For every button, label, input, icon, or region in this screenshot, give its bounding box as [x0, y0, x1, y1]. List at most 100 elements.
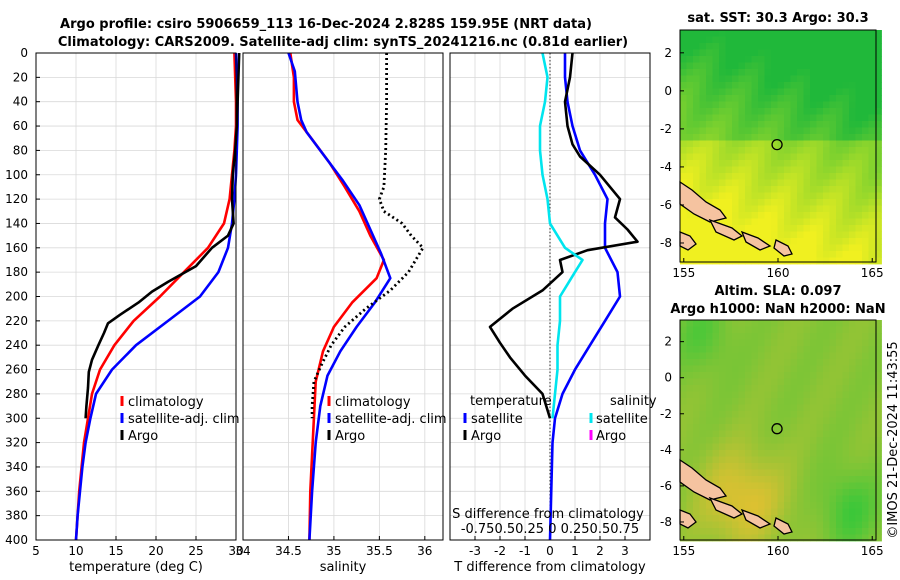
heatmap-cell	[829, 212, 837, 219]
heatmap-cell	[823, 43, 830, 50]
heatmap-cell	[751, 489, 759, 496]
heatmap-cell	[732, 127, 739, 135]
heatmap-cell	[680, 391, 687, 399]
heatmap-cell	[712, 359, 720, 366]
heatmap-cell	[829, 502, 837, 509]
heatmap-cell	[803, 140, 811, 148]
heatmap-cell	[797, 244, 804, 252]
sla-map-title-line1: Altim. SLA: 0.097	[715, 284, 842, 299]
heatmap-cell	[686, 114, 694, 122]
heatmap-cell	[803, 88, 811, 96]
heatmap-cell	[816, 108, 824, 115]
heatmap-cell	[836, 411, 843, 418]
heatmap-cell	[738, 456, 746, 464]
heatmap-cell	[797, 339, 804, 347]
heatmap-cell	[693, 346, 700, 353]
heatmap-cell	[738, 225, 746, 232]
heatmap-cell	[732, 424, 739, 431]
heatmap-cell	[771, 121, 778, 128]
heatmap-cell	[777, 251, 785, 258]
heatmap-cell	[693, 69, 700, 76]
heatmap-cell	[719, 56, 726, 63]
heatmap-cell	[849, 231, 856, 239]
series-temperature-argo	[488, 52, 639, 419]
heatmap-cell	[855, 49, 863, 57]
heatmap-cell	[745, 482, 752, 490]
heatmap-cell	[699, 411, 707, 418]
heatmap-cell	[712, 244, 720, 252]
heatmap-cell	[706, 95, 713, 102]
heatmap-cell	[693, 140, 700, 148]
heatmap-cell	[699, 69, 707, 76]
heatmap-cell	[706, 534, 713, 542]
heatmap-cell	[797, 437, 804, 444]
heatmap-cell	[803, 205, 811, 213]
heatmap-cell	[712, 398, 720, 405]
heatmap-cell	[686, 134, 694, 141]
heatmap-cell	[855, 528, 863, 535]
heatmap-cell	[810, 134, 817, 141]
heatmap-cell	[868, 75, 876, 83]
heatmap-cell	[719, 424, 726, 431]
heatmap-cell	[706, 437, 713, 444]
heatmap-cell	[706, 385, 713, 392]
heatmap-cell	[868, 495, 876, 503]
heatmap-cell	[745, 398, 752, 405]
heatmap-cell	[836, 205, 843, 213]
heatmap-cell	[862, 56, 869, 63]
heatmap-cell	[680, 456, 687, 464]
heatmap-cell	[699, 56, 707, 63]
heatmap-cell	[816, 121, 824, 128]
heatmap-cell	[706, 140, 713, 148]
heatmap-cell	[751, 192, 759, 200]
heatmap-cell	[771, 95, 778, 102]
heatmap-cell	[693, 378, 700, 386]
heatmap-cell	[777, 160, 785, 167]
heatmap-cell	[836, 186, 843, 193]
heatmap-cell	[875, 359, 882, 366]
heatmap-cell	[875, 238, 882, 245]
heatmap-cell	[862, 469, 869, 477]
heatmap-cell	[771, 326, 778, 334]
heatmap-cell	[875, 43, 882, 50]
heatmap-cell	[836, 508, 843, 516]
heatmap-cell	[784, 121, 791, 128]
heatmap-cell	[797, 69, 804, 76]
y-tick-label: 0	[664, 371, 672, 385]
heatmap-cell	[855, 404, 863, 412]
heatmap-cell	[751, 534, 759, 542]
heatmap-cell	[862, 489, 869, 496]
heatmap-cell	[758, 192, 765, 200]
heatmap-cell	[797, 346, 804, 353]
heatmap-cell	[823, 508, 830, 516]
heatmap-cell	[706, 49, 713, 57]
heatmap-cell	[764, 173, 772, 180]
heatmap-cell	[738, 49, 746, 57]
heatmap-cell	[875, 339, 882, 347]
heatmap-cell	[810, 430, 817, 438]
heatmap-cell	[686, 140, 694, 148]
heatmap-cell	[686, 88, 694, 96]
heatmap-cell	[725, 218, 733, 226]
heatmap-cell	[829, 404, 837, 412]
heatmap-cell	[803, 75, 811, 83]
heatmap-cell	[855, 127, 863, 135]
heatmap-cell	[855, 173, 863, 180]
heatmap-cell	[790, 218, 798, 226]
heatmap-cell	[849, 147, 856, 154]
heatmap-cell	[712, 508, 720, 516]
heatmap-cell	[862, 495, 869, 503]
x-tick-label: 34	[235, 544, 250, 558]
heatmap-cell	[875, 212, 882, 219]
x-tick-label: 160	[767, 544, 790, 558]
heatmap-cell	[810, 528, 817, 535]
heatmap-cell	[719, 62, 726, 70]
heatmap-cell	[686, 30, 694, 37]
heatmap-cell	[719, 437, 726, 444]
heatmap-cell	[771, 108, 778, 115]
heatmap-cell	[738, 495, 746, 503]
heatmap-cell	[784, 450, 791, 457]
heatmap-cell	[699, 101, 707, 109]
heatmap-cell	[680, 378, 687, 386]
heatmap-cell	[732, 179, 739, 187]
